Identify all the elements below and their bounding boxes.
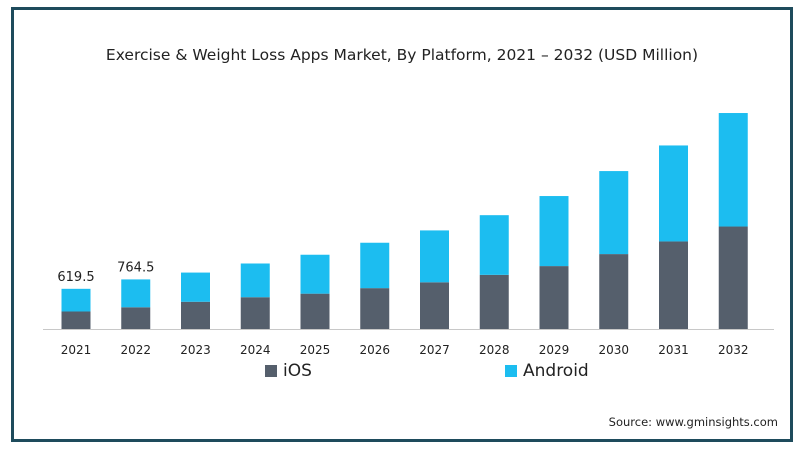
legend-swatch-android <box>505 365 517 377</box>
x-tick-label-2032: 2032 <box>718 343 749 357</box>
bar-ios-2021 <box>61 311 91 329</box>
bar-ios-2027 <box>420 282 449 329</box>
bar-android-2022 <box>121 279 151 308</box>
bar-ios-2030 <box>599 254 629 329</box>
x-tick-label-2024: 2024 <box>240 343 271 357</box>
x-tick-label-2031: 2031 <box>658 343 689 357</box>
bar-android-2021 <box>61 288 91 312</box>
chart-title: Exercise & Weight Loss Apps Market, By P… <box>105 46 699 64</box>
source-note: Source: www.gminsights.com <box>608 415 778 429</box>
x-tick-label-2027: 2027 <box>419 343 450 357</box>
chart-frame: Exercise & Weight Loss Apps Market, By P… <box>11 7 793 442</box>
x-tick-label-2022: 2022 <box>120 343 151 357</box>
bar-ios-2025 <box>300 293 330 329</box>
bar-ios-2031 <box>659 241 688 329</box>
bar-ios-2024 <box>240 297 270 329</box>
legend-label-android: Android <box>523 361 589 381</box>
bar-ios-2028 <box>479 274 509 329</box>
bar-android-2028 <box>479 215 509 275</box>
x-tick-label-2026: 2026 <box>359 343 390 357</box>
bar-android-2030 <box>599 171 629 255</box>
legend-label-ios: iOS <box>283 361 312 381</box>
x-tick-label-2029: 2029 <box>539 343 570 357</box>
legend-swatch-ios <box>265 365 277 377</box>
x-tick-label-2025: 2025 <box>300 343 331 357</box>
x-tick-label-2023: 2023 <box>180 343 211 357</box>
bar-android-2023 <box>181 272 210 302</box>
bar-ios-2023 <box>181 301 210 329</box>
bar-ios-2022 <box>121 307 151 329</box>
x-tick-label-2021: 2021 <box>61 343 92 357</box>
bar-android-2032 <box>718 113 748 227</box>
bar-android-2026 <box>360 242 390 289</box>
data-label-2022: 764.5 <box>117 260 154 275</box>
legend-item-ios: iOS <box>265 361 312 381</box>
x-tick-label-2030: 2030 <box>598 343 629 357</box>
bar-android-2025 <box>300 254 330 294</box>
data-label-2021: 619.5 <box>57 270 94 285</box>
bar-ios-2026 <box>360 288 390 329</box>
bar-android-2031 <box>659 145 688 242</box>
bar-android-2029 <box>539 196 569 267</box>
bar-ios-2029 <box>539 266 569 329</box>
bar-chart: 2021 619.5 2022 764.5 2023 2024 2025 2026 2027 20… <box>43 113 774 357</box>
bar-android-2027 <box>420 230 449 283</box>
bar-android-2024 <box>240 263 270 298</box>
x-tick-label-2028: 2028 <box>479 343 510 357</box>
legend-item-android: Android <box>505 361 589 381</box>
bar-ios-2032 <box>718 226 748 329</box>
